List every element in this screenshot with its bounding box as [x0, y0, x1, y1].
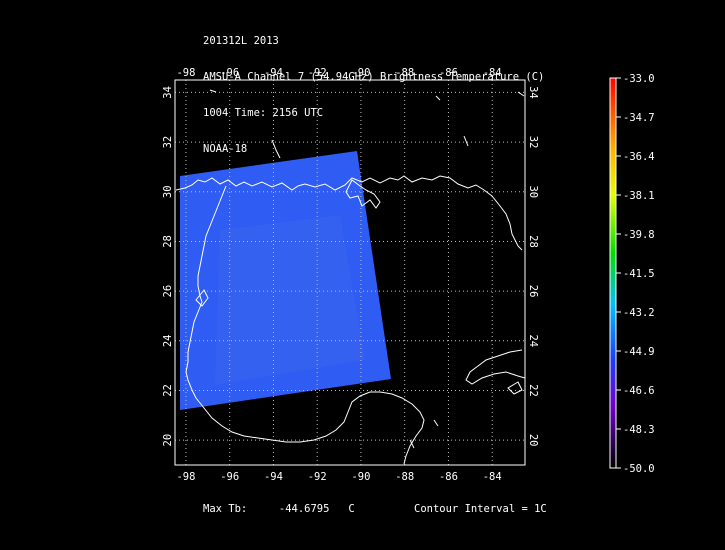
lat-tick-left-6: 32 [162, 136, 174, 149]
lat-tick-right-4: 28 [527, 235, 539, 248]
lat-axis-left: 20 22 24 26 28 30 32 34 [162, 86, 174, 446]
lon-tick-bottom-6: -86 [439, 471, 458, 483]
storm-title: 201312L 2013 [203, 35, 279, 47]
lat-tick-right-0: 20 [527, 434, 539, 447]
colorbar-label-1: -34.7 [623, 112, 655, 124]
colorbar-label-8: -46.6 [623, 385, 655, 397]
time-label: 1004 Time: 2156 UTC [203, 107, 324, 119]
lon-tick-top-1: -96 [220, 67, 239, 79]
lon-tick-bottom-5: -88 [395, 471, 414, 483]
colorbar-label-2: -36.4 [623, 151, 655, 163]
colorbar-label-6: -43.2 [623, 307, 655, 319]
colorbar-label-5: -41.5 [623, 268, 655, 280]
satellite-label: NOAA-18 [203, 143, 248, 155]
max-tb-block: Max Tb: -44.6795 C [203, 503, 355, 515]
colorbar-labels: -33.0 -34.7 -36.4 -38.1 -39.8 -41.5 -43.2 -44.9… [616, 73, 655, 475]
colorbar-label-0: -33.0 [623, 73, 655, 85]
lat-tick-left-3: 26 [162, 285, 174, 298]
lat-tick-left-0: 20 [162, 434, 174, 447]
lon-axis-bottom: -98 -96 -94 -92 -90 -88 -86 -84 [176, 471, 501, 483]
lon-tick-bottom-4: -90 [351, 471, 370, 483]
lon-tick-top-2: -94 [264, 67, 283, 79]
max-tb-value: -44.6795 [278, 503, 330, 515]
lon-tick-bottom-7: -84 [483, 471, 502, 483]
lat-tick-right-3: 26 [527, 285, 539, 298]
lat-tick-left-1: 22 [162, 384, 174, 397]
lon-tick-bottom-0: -98 [176, 471, 195, 483]
lat-tick-left-5: 30 [162, 185, 174, 198]
lat-axis-right: 20 22 24 26 28 30 32 34 [527, 86, 539, 446]
max-tb-label: Max Tb: [203, 503, 248, 515]
lon-tick-bottom-3: -92 [308, 471, 327, 483]
lat-tick-right-2: 24 [527, 334, 539, 347]
colorbar-label-4: -39.8 [623, 229, 655, 241]
max-tb-unit: C [348, 503, 355, 515]
map-frame [174, 79, 526, 466]
lon-tick-bottom-1: -96 [220, 471, 239, 483]
coastline [175, 89, 525, 465]
contour-interval: Contour Interval = 1C [414, 503, 547, 515]
lon-tick-top-3: -92 [308, 67, 327, 79]
lon-axis-top: -98 -96 -94 -92 -90 -88 -86 -84 [176, 67, 501, 79]
colorbar [609, 77, 617, 469]
lon-tick-bottom-2: -94 [264, 471, 283, 483]
lat-tick-left-2: 24 [162, 334, 174, 347]
lon-tick-top-5: -88 [395, 67, 414, 79]
swath-inner-tone [215, 215, 365, 385]
lat-tick-right-1: 22 [527, 384, 539, 397]
lon-tick-top-6: -86 [439, 67, 458, 79]
lon-tick-top-4: -90 [351, 67, 370, 79]
colorbar-label-3: -38.1 [623, 190, 655, 202]
lat-tick-left-4: 28 [162, 235, 174, 248]
lat-tick-right-5: 30 [527, 185, 539, 198]
colorbar-label-10: -50.0 [623, 463, 655, 475]
colorbar-label-9: -48.3 [623, 424, 655, 436]
colorbar-label-7: -44.9 [623, 346, 655, 358]
lat-tick-right-7: 34 [527, 86, 539, 99]
lat-tick-left-7: 34 [162, 86, 174, 99]
lat-tick-right-6: 32 [527, 136, 539, 149]
lat-lon-grid [175, 80, 525, 465]
lon-tick-top-0: -98 [176, 67, 195, 79]
lon-tick-top-7: -84 [483, 67, 502, 79]
